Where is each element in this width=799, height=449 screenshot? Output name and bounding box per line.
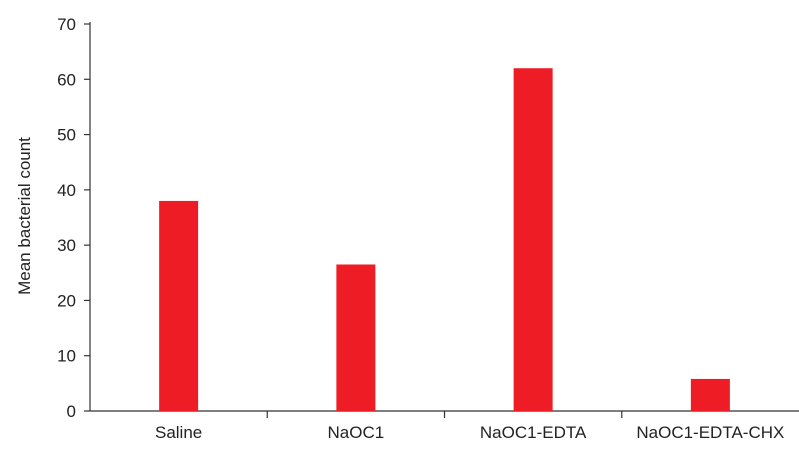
y-tick-label: 10 — [57, 347, 76, 366]
x-ticks: Saline NaOC1 NaOC1-EDTA NaOC1-EDTA-CHX — [155, 423, 784, 442]
y-tick-label: 40 — [57, 181, 76, 200]
bar-saline — [159, 200, 199, 411]
y-tick-label: 70 — [57, 15, 76, 34]
y-ticks: 0 10 20 30 40 50 60 70 — [57, 15, 90, 421]
axes — [89, 22, 799, 418]
y-tick-label: 50 — [57, 126, 76, 145]
bar-naoc1-edta — [513, 68, 553, 411]
bars — [159, 68, 730, 411]
y-tick-label: 0 — [67, 402, 76, 421]
y-tick-label: 20 — [57, 291, 76, 310]
bar-naoc1-edta-chx — [690, 378, 730, 411]
x-tick-label: NaOC1-EDTA — [480, 423, 587, 442]
x-tick-label: Saline — [155, 423, 202, 442]
x-tick-label: NaOC1-EDTA-CHX — [636, 423, 784, 442]
bar-naoc1 — [336, 264, 376, 411]
x-tick-label: NaOC1 — [328, 423, 385, 442]
y-tick-label: 30 — [57, 236, 76, 255]
y-tick-label: 60 — [57, 70, 76, 89]
y-axis-title: Mean bacterial count — [15, 137, 34, 295]
